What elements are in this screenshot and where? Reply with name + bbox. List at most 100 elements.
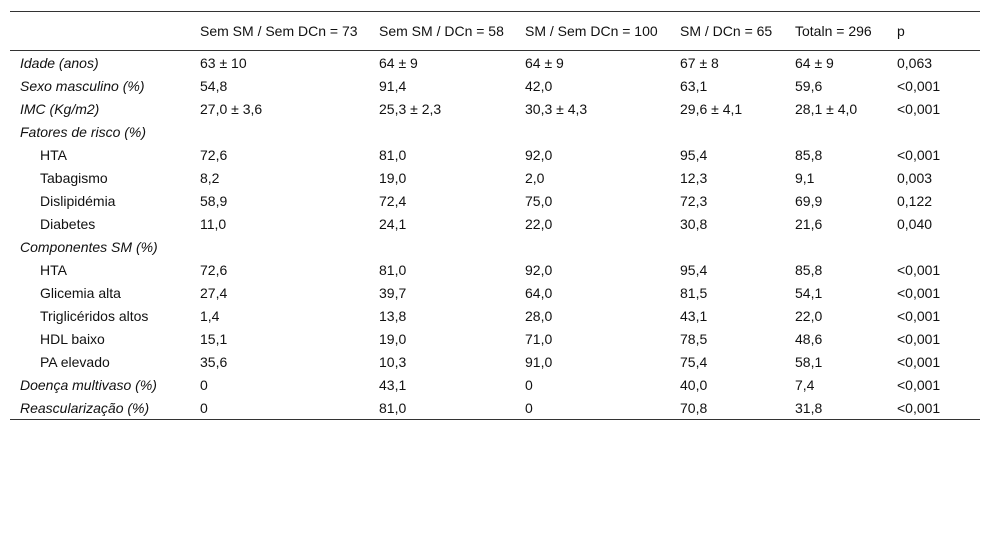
cell: 0,040 — [897, 216, 933, 232]
cell: 64 ± 9 — [795, 55, 834, 71]
cell: 8,2 — [200, 170, 220, 186]
cell: <0,001 — [897, 400, 941, 416]
cell: 92,0 — [525, 147, 553, 163]
header-row: Sem SM / Sem DCn = 73 Sem SM / DCn = 58 SM… — [10, 11, 980, 51]
cell: 19,0 — [379, 331, 407, 347]
cell: 67 ± 8 — [680, 55, 719, 71]
header-cell: SM / DCn = 65 — [680, 23, 773, 39]
row-label: HDL baixo — [40, 331, 105, 347]
table-row: Diabetes 11,0 24,1 22,0 30,8 21,6 0,040 — [10, 212, 980, 235]
cell: 40,0 — [680, 377, 708, 393]
cell: 64 ± 9 — [379, 55, 418, 71]
cell: <0,001 — [897, 147, 941, 163]
table-row: Doença multivaso (%) 0 43,1 0 40,0 7,4 <0,001 — [10, 373, 980, 396]
cell: <0,001 — [897, 262, 941, 278]
cell: 54,1 — [795, 285, 823, 301]
cell: 13,8 — [379, 308, 407, 324]
table-row: HTA 72,6 81,0 92,0 95,4 85,8 <0,001 — [10, 258, 980, 281]
cell: 75,0 — [525, 193, 553, 209]
cell: 0,063 — [897, 55, 933, 71]
row-label: Triglicéridos altos — [40, 308, 149, 324]
cell: 69,9 — [795, 193, 823, 209]
table-row: HTA 72,6 81,0 92,0 95,4 85,8 <0,001 — [10, 143, 980, 166]
table-row: PA elevado 35,6 10,3 91,0 75,4 58,1 <0,001 — [10, 350, 980, 373]
table-row: Reascularização (%) 0 81,0 0 70,8 31,8 <0,001 — [10, 396, 980, 420]
cell: 70,8 — [680, 400, 708, 416]
cell: 28,1 ± 4,0 — [795, 101, 858, 117]
table-row: HDL baixo 15,1 19,0 71,0 78,5 48,6 <0,001 — [10, 327, 980, 350]
cell: 43,1 — [379, 377, 407, 393]
empty-cell — [887, 120, 980, 143]
cell: 78,5 — [680, 331, 708, 347]
cell: 31,8 — [795, 400, 823, 416]
cell: 7,4 — [795, 377, 815, 393]
empty-cell — [515, 120, 670, 143]
cell: 35,6 — [200, 354, 228, 370]
cell: 81,0 — [379, 262, 407, 278]
cell: 39,7 — [379, 285, 407, 301]
cell: 15,1 — [200, 331, 228, 347]
table-row: Dislipidémia 58,9 72,4 75,0 72,3 69,9 0,122 — [10, 189, 980, 212]
cell: 71,0 — [525, 331, 553, 347]
cell: 64,0 — [525, 285, 553, 301]
empty-cell — [670, 120, 785, 143]
header-cell: p — [897, 23, 905, 39]
table-header: Sem SM / Sem DCn = 73 Sem SM / DCn = 58 SM… — [10, 11, 980, 51]
cell: 72,6 — [200, 147, 228, 163]
cell: 72,6 — [200, 262, 228, 278]
cell: 0 — [200, 400, 208, 416]
cell: 12,3 — [680, 170, 708, 186]
row-label: PA elevado — [40, 354, 110, 370]
header-cell: SM / Sem DCn = 100 — [525, 23, 658, 39]
cell: 95,4 — [680, 147, 708, 163]
header-cell: Sem SM / DCn = 58 — [379, 23, 504, 39]
cell: 0 — [525, 377, 533, 393]
row-label: Reascularização (%) — [20, 400, 150, 416]
cell: 92,0 — [525, 262, 553, 278]
cell: 22,0 — [795, 308, 823, 324]
cell: 30,8 — [680, 216, 708, 232]
cell: 0 — [525, 400, 533, 416]
cell: <0,001 — [897, 78, 941, 94]
cell: 91,4 — [379, 78, 407, 94]
cell: 81,5 — [680, 285, 708, 301]
cell: 81,0 — [379, 400, 407, 416]
cell: <0,001 — [897, 101, 941, 117]
cell: 27,0 ± 3,6 — [200, 101, 263, 117]
cell: 95,4 — [680, 262, 708, 278]
cell: 48,6 — [795, 331, 823, 347]
row-label: HTA — [40, 147, 67, 163]
empty-cell — [785, 120, 887, 143]
cell: 58,1 — [795, 354, 823, 370]
section-label: Fatores de risco (%) — [20, 124, 147, 140]
cell: 0 — [200, 377, 208, 393]
empty-cell — [369, 120, 515, 143]
cell: 42,0 — [525, 78, 553, 94]
cell: 11,0 — [200, 216, 227, 232]
table-row: Glicemia alta 27,4 39,7 64,0 81,5 54,1 <0,001 — [10, 281, 980, 304]
empty-cell — [887, 235, 980, 258]
empty-cell — [670, 235, 785, 258]
cell: 58,9 — [200, 193, 228, 209]
row-label: Idade (anos) — [20, 55, 99, 71]
header-cell: Totaln = 296 — [795, 23, 872, 39]
cell: 2,0 — [525, 170, 545, 186]
row-label: Dislipidémia — [40, 193, 116, 209]
row-label: Glicemia alta — [40, 285, 121, 301]
row-label: Diabetes — [40, 216, 96, 232]
cell: 10,3 — [379, 354, 407, 370]
table-body: Idade (anos) 63 ± 10 64 ± 9 64 ± 9 67 ± 8 64 … — [10, 51, 980, 420]
section-row: Fatores de risco (%) — [10, 120, 980, 143]
cell: 85,8 — [795, 262, 823, 278]
section-label: Componentes SM (%) — [20, 239, 158, 255]
cell: 24,1 — [379, 216, 407, 232]
row-label: Sexo masculino (%) — [20, 78, 145, 94]
cell: 9,1 — [795, 170, 815, 186]
table-row: IMC (Kg/m2) 27,0 ± 3,6 25,3 ± 2,3 30,3 ± 4,… — [10, 97, 980, 120]
cell: 29,6 ± 4,1 — [680, 101, 743, 117]
cell: <0,001 — [897, 354, 941, 370]
table-row: Sexo masculino (%) 54,8 91,4 42,0 63,1 59,6 <0… — [10, 74, 980, 97]
cell: <0,001 — [897, 285, 941, 301]
cell: 28,0 — [525, 308, 553, 324]
